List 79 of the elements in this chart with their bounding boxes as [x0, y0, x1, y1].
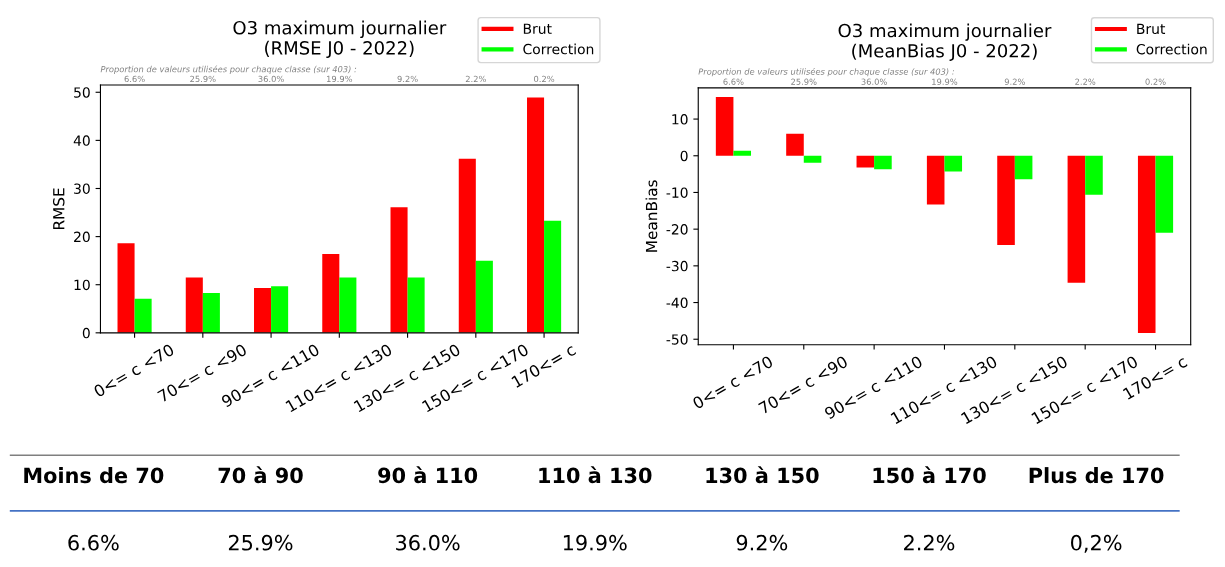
- bar: [271, 286, 289, 333]
- y-tick-label: -40: [666, 297, 688, 309]
- text: 9.2%: [1004, 78, 1025, 85]
- text: 6.6%: [68, 534, 119, 551]
- text: 25.9%: [190, 75, 216, 83]
- y-tick-label: 0: [82, 327, 90, 339]
- text: 9.2%: [397, 75, 418, 83]
- legend-label: Correction: [1136, 43, 1207, 55]
- text: Proportion de valeurs utilisées pour chaque classe (sur 403) :: [100, 65, 357, 74]
- text: 25.9%: [791, 78, 817, 85]
- y-tick-label: 10: [672, 114, 688, 125]
- y-axis-title: MeanBias: [645, 180, 658, 252]
- y-tick-label: 30: [74, 183, 90, 194]
- bar: [185, 277, 203, 333]
- bar: [1067, 155, 1086, 283]
- text: 6.6%: [124, 75, 145, 83]
- bar: [390, 207, 408, 333]
- chart-title: O3 maximum journalier (MeanBias J0 - 2022): [838, 23, 1052, 61]
- legend-label: Brut: [1137, 23, 1166, 35]
- text: 0.2%: [534, 75, 555, 83]
- text: 19.9%: [563, 534, 627, 551]
- y-tick-label: 10: [74, 279, 90, 291]
- text: 0.2%: [1145, 78, 1166, 85]
- text: 25.9%: [228, 534, 293, 551]
- bar: [1155, 155, 1174, 233]
- bar: [117, 243, 135, 333]
- category-label: 150 à 170: [873, 466, 986, 484]
- bar: [527, 97, 545, 333]
- category-label: 70 à 90: [218, 466, 303, 484]
- category-label: 90 à 110: [378, 466, 478, 484]
- y-tick-label: 50: [74, 87, 90, 98]
- text: 9.2%: [736, 534, 788, 551]
- category-label: 130 à 150: [706, 466, 819, 484]
- bar: [475, 260, 493, 333]
- text: 36.0%: [861, 78, 887, 85]
- y-tick-label: -10: [666, 187, 688, 198]
- category-label: 110 à 130: [539, 466, 652, 484]
- bar: [874, 155, 892, 170]
- bar: [926, 155, 945, 205]
- bar: [458, 158, 476, 333]
- text: 19.9%: [327, 75, 353, 83]
- text: Proportion de valeurs utilisées pour chaque classe (sur 403) :: [698, 67, 954, 77]
- y-axis-title: RMSE: [52, 188, 65, 230]
- bar: [254, 288, 272, 333]
- bar: [407, 277, 425, 333]
- bar: [322, 253, 340, 333]
- y-tick-label: -30: [666, 260, 688, 272]
- bar: [339, 277, 357, 333]
- text: 6.6%: [723, 78, 744, 85]
- text: 36.0%: [258, 75, 284, 83]
- y-tick-label: 40: [73, 135, 90, 146]
- bar: [1014, 155, 1033, 180]
- y-tick-label: 0: [680, 150, 688, 162]
- y-tick-label: -50: [666, 334, 688, 345]
- bar: [1085, 155, 1103, 195]
- text: 36.0%: [396, 534, 460, 551]
- category-label: Moins de 70: [24, 467, 164, 484]
- bar: [803, 155, 822, 163]
- bar: [944, 155, 963, 172]
- bar: [1137, 155, 1156, 333]
- legend-label: Brut: [523, 23, 552, 34]
- text: 2.2%: [1075, 78, 1096, 85]
- text: 0,2%: [1071, 534, 1122, 553]
- category-label: Plus de 170: [1029, 467, 1164, 484]
- chart-title: O3 maximum journalier (RMSE J0 - 2022): [233, 20, 447, 59]
- y-tick-label: 20: [74, 231, 90, 243]
- bar: [786, 133, 804, 156]
- text: 2.2%: [465, 75, 486, 83]
- bar: [856, 155, 875, 168]
- bar: [733, 150, 752, 156]
- text: 19.9%: [932, 78, 958, 85]
- bar: [202, 292, 220, 333]
- y-tick-label: -20: [666, 224, 688, 235]
- bar: [544, 220, 562, 333]
- bar: [134, 298, 152, 333]
- text: 2.2%: [904, 534, 955, 551]
- bar: [715, 97, 734, 156]
- legend-label: Correction: [523, 43, 594, 55]
- bar: [997, 155, 1015, 245]
